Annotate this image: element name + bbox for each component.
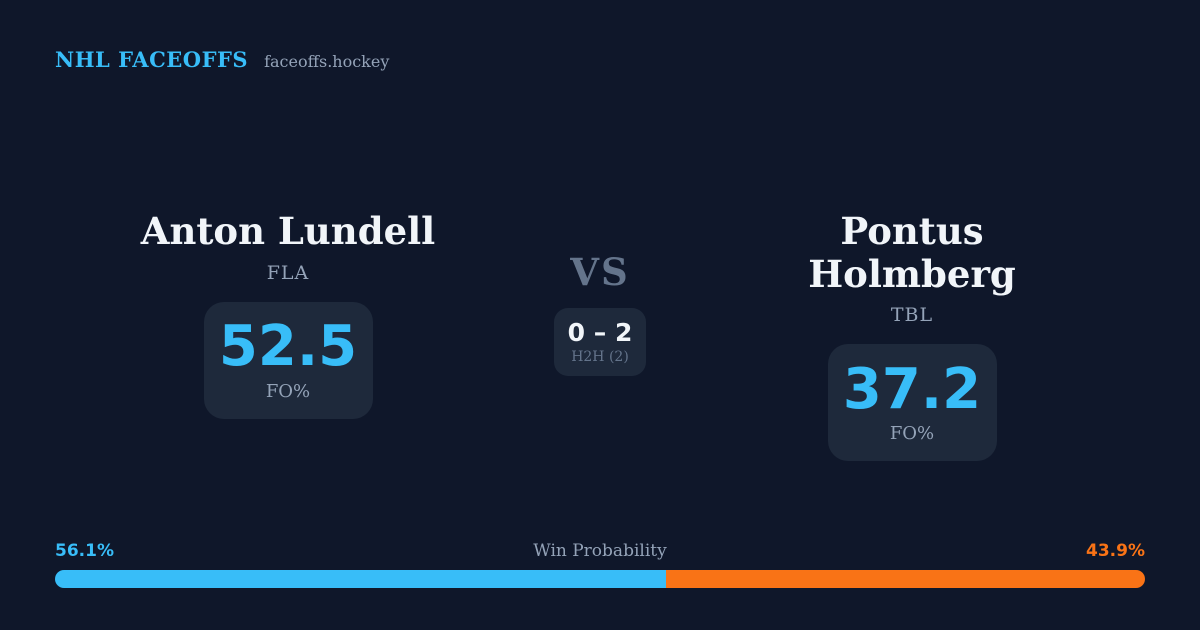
right-player-team: TBL <box>890 304 934 327</box>
win-probability-title: Win Probability <box>533 541 667 561</box>
right-player-name: Pontus Holmberg <box>808 209 1016 296</box>
h2h-score: 0 – 2 <box>567 318 633 348</box>
right-win-pct: 43.9% <box>1086 541 1145 561</box>
vs-section: VS 0 – 2 H2H (2) <box>540 250 660 376</box>
win-probability-bar <box>55 570 1145 588</box>
left-faceoff-pct: 52.5 <box>218 314 358 380</box>
left-player-name: Anton Lundell <box>140 209 436 253</box>
right-faceoff-label: FO% <box>889 423 935 445</box>
vs-label: VS <box>570 250 630 294</box>
h2h-label: H2H (2) <box>571 348 629 365</box>
h2h-card: 0 – 2 H2H (2) <box>554 308 646 376</box>
right-player-section: Pontus Holmberg TBL 37.2 FO% <box>742 209 1082 462</box>
win-probability-labels: 56.1% Win Probability 43.9% <box>55 541 1145 561</box>
left-player-team: FLA <box>266 261 310 284</box>
right-faceoff-card: 37.2 FO% <box>827 344 997 462</box>
left-faceoff-label: FO% <box>265 380 311 402</box>
left-win-pct: 56.1% <box>55 541 114 561</box>
win-probability-bar-right-segment <box>666 570 1145 588</box>
win-probability-bar-left-segment <box>55 570 667 588</box>
left-player-section: Anton Lundell FLA 52.5 FO% <box>118 210 458 419</box>
brand-title: NHL FACEOFFS <box>55 47 249 72</box>
right-faceoff-pct: 37.2 <box>842 356 982 422</box>
left-faceoff-card: 52.5 FO% <box>203 301 373 419</box>
header: NHL FACEOFFS faceoffs.hockey <box>55 47 389 72</box>
site-url: faceoffs.hockey <box>264 52 390 71</box>
win-probability-section: 56.1% Win Probability 43.9% <box>55 541 1145 588</box>
